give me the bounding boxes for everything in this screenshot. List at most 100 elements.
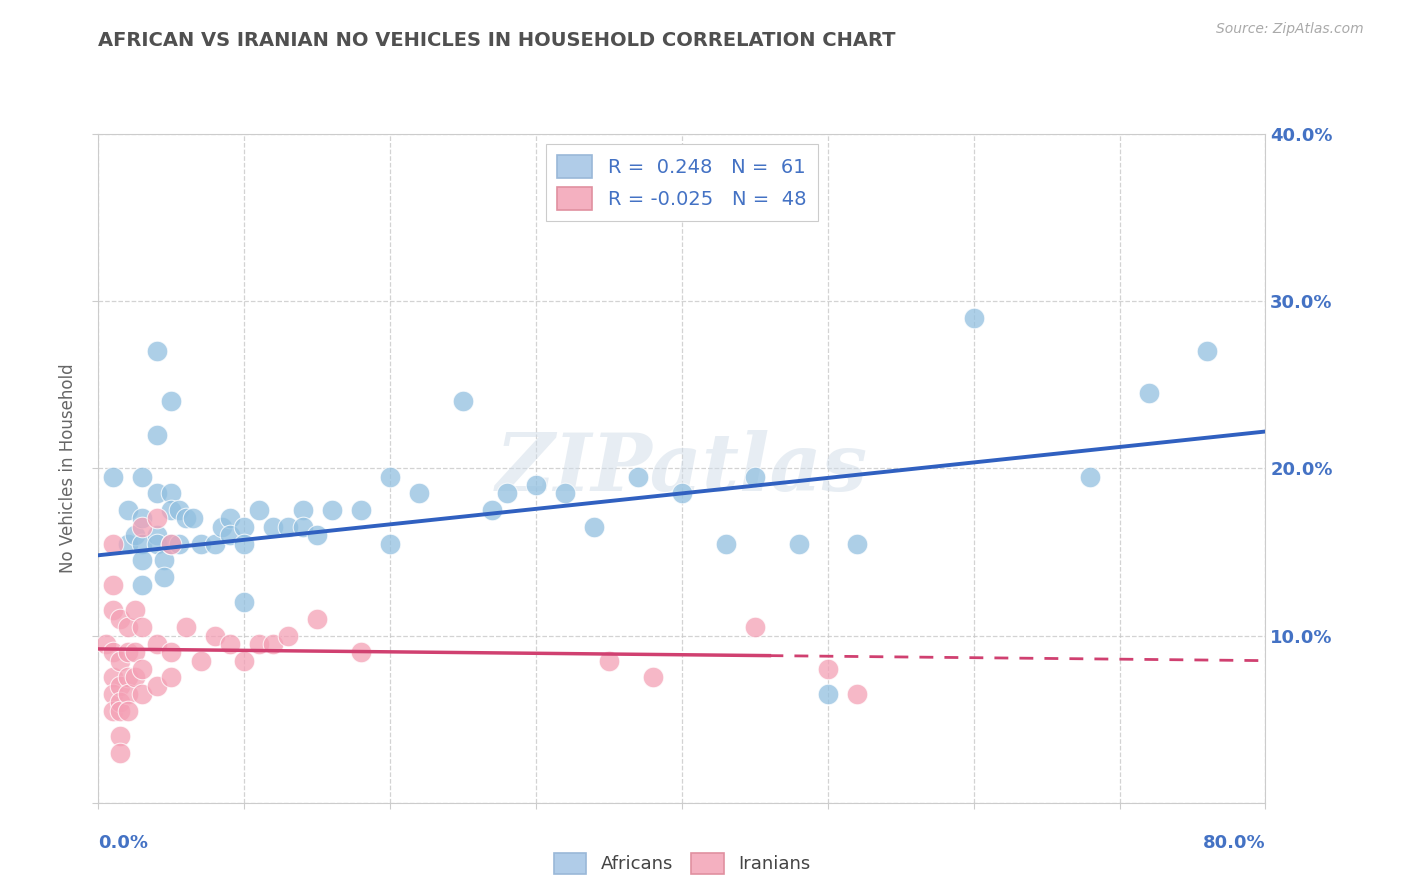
Point (146, 344, 169, 359)
Point (962, 310, 984, 325)
Point (160, 536, 183, 550)
Point (787, 536, 810, 550)
Point (218, 511, 240, 525)
Point (160, 503, 183, 517)
Point (110, 679, 132, 693)
Point (1080, 469, 1102, 483)
Point (277, 628, 299, 642)
Point (583, 520, 606, 534)
Point (495, 486, 517, 500)
Point (160, 670, 183, 684)
Point (247, 503, 270, 517)
Point (408, 486, 430, 500)
Point (110, 612, 132, 626)
Point (124, 670, 146, 684)
Point (190, 654, 212, 668)
Point (146, 528, 169, 542)
Point (291, 520, 314, 534)
Point (131, 469, 153, 483)
Point (211, 520, 233, 534)
Point (262, 637, 284, 651)
Point (124, 645, 146, 659)
Point (378, 536, 402, 550)
Point (117, 687, 139, 701)
Point (307, 528, 329, 542)
Point (204, 628, 226, 642)
Point (101, 670, 124, 684)
Point (124, 528, 146, 542)
Point (117, 670, 139, 684)
Point (307, 612, 329, 626)
Point (218, 637, 240, 651)
Point (146, 679, 169, 693)
Point (101, 645, 124, 659)
Point (131, 620, 153, 634)
Point (110, 729, 132, 743)
Point (845, 536, 868, 550)
Point (233, 536, 256, 550)
Point (524, 478, 547, 492)
Point (1137, 386, 1160, 401)
Text: 80.0%: 80.0% (1202, 834, 1265, 852)
Point (131, 687, 153, 701)
Point (160, 536, 183, 550)
Point (131, 553, 153, 567)
Point (350, 503, 373, 517)
Point (554, 486, 576, 500)
Point (117, 704, 139, 718)
Point (117, 620, 139, 634)
Y-axis label: No Vehicles in Household: No Vehicles in Household (59, 363, 77, 574)
Point (845, 687, 868, 701)
Point (181, 511, 204, 525)
Point (160, 486, 183, 500)
Point (627, 469, 650, 483)
Point (233, 595, 256, 609)
Point (190, 536, 212, 550)
Point (146, 536, 169, 550)
Point (131, 520, 153, 534)
Point (291, 503, 314, 517)
Text: 0.0%: 0.0% (98, 834, 149, 852)
Point (247, 637, 270, 651)
Point (160, 645, 183, 659)
Point (451, 394, 474, 409)
Point (110, 704, 132, 718)
Point (110, 654, 132, 668)
Point (101, 578, 124, 592)
Point (160, 394, 183, 409)
Point (153, 553, 176, 567)
Point (146, 637, 169, 651)
Text: ZIPatlas: ZIPatlas (496, 430, 868, 507)
Point (321, 503, 343, 517)
Point (131, 536, 153, 550)
Point (174, 620, 197, 634)
Point (481, 503, 503, 517)
Point (167, 503, 190, 517)
Point (146, 486, 169, 500)
Text: Source: ZipAtlas.com: Source: ZipAtlas.com (1216, 22, 1364, 37)
Point (101, 469, 124, 483)
Point (378, 469, 402, 483)
Point (124, 603, 146, 617)
Point (233, 520, 256, 534)
Point (350, 645, 373, 659)
Text: AFRICAN VS IRANIAN NO VEHICLES IN HOUSEHOLD CORRELATION CHART: AFRICAN VS IRANIAN NO VEHICLES IN HOUSEH… (98, 31, 896, 50)
Point (1195, 344, 1218, 359)
Legend: Africans, Iranians: Africans, Iranians (547, 846, 817, 880)
Point (110, 696, 132, 710)
Point (641, 670, 664, 684)
Point (744, 620, 766, 634)
Point (817, 687, 839, 701)
Point (117, 536, 139, 550)
Point (714, 536, 737, 550)
Point (233, 654, 256, 668)
Point (131, 511, 153, 525)
Point (131, 578, 153, 592)
Point (153, 570, 176, 584)
Point (218, 528, 240, 542)
Point (262, 520, 284, 534)
Point (110, 746, 132, 760)
Point (101, 536, 124, 550)
Point (204, 536, 226, 550)
Point (671, 486, 693, 500)
